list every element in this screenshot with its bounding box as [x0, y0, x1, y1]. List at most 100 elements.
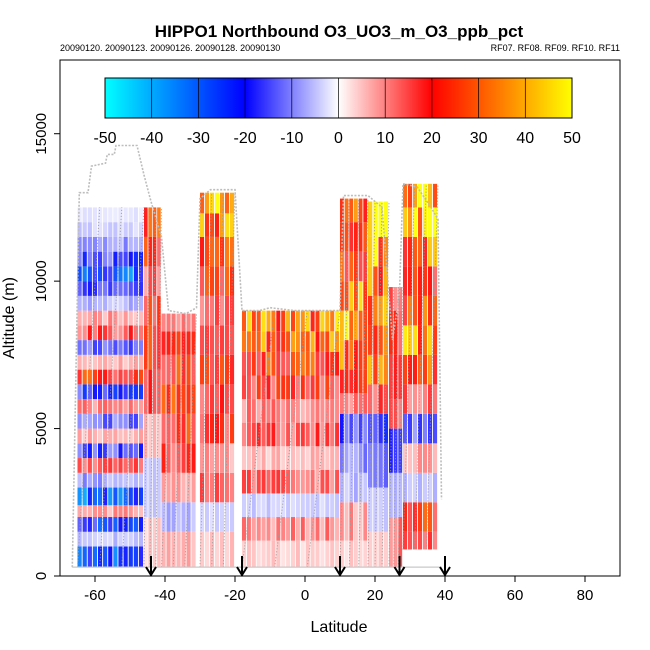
heat-cell	[128, 310, 133, 326]
heat-cell	[133, 384, 138, 400]
heat-cell	[123, 505, 128, 518]
y-tick-label: 10000	[33, 260, 50, 302]
heat-cell	[261, 351, 266, 376]
heat-cell	[186, 472, 191, 503]
heat-cell	[157, 266, 161, 296]
heat-cell	[251, 540, 256, 568]
heat-cell	[97, 222, 103, 237]
heat-cell	[325, 331, 330, 352]
heat-cell	[87, 236, 92, 252]
heat-cell	[176, 531, 181, 568]
heat-cell	[300, 310, 305, 332]
heat-cell	[123, 399, 128, 414]
heat-cell	[325, 517, 330, 541]
heat-cell	[128, 428, 133, 444]
heat-cell	[133, 354, 138, 370]
heat-cell	[200, 325, 205, 355]
heat-cell	[271, 399, 276, 423]
heat-cell	[271, 469, 276, 494]
heat-cell	[152, 295, 157, 326]
heat-cell	[166, 313, 171, 332]
heat-cell	[271, 422, 276, 447]
colorbar-tick-label: -40	[140, 130, 163, 147]
heat-cell	[305, 493, 310, 518]
heat-cell	[118, 236, 123, 252]
heat-cell	[176, 331, 181, 355]
heat-cell	[82, 222, 87, 237]
heat-cell	[423, 531, 428, 550]
heat-cell	[335, 375, 340, 400]
profile-track	[367, 201, 376, 568]
heat-cell	[242, 310, 247, 332]
arrow-head	[145, 566, 157, 577]
heat-cell	[291, 351, 296, 376]
heat-cell	[378, 443, 383, 488]
heat-cell	[413, 295, 418, 326]
y-axis: 0 5000 10000 15000	[33, 113, 60, 580]
heat-cell	[358, 198, 363, 223]
heat-cell	[133, 295, 138, 311]
heat-cell	[161, 384, 166, 414]
heat-cell	[335, 493, 340, 518]
heat-cell	[344, 393, 349, 414]
heat-cell	[108, 295, 113, 311]
heat-cell	[368, 384, 373, 414]
heat-cell	[398, 354, 403, 400]
plot-frame	[59, 59, 621, 577]
heat-cell	[295, 422, 300, 447]
heat-cell	[128, 222, 133, 237]
heat-cell	[310, 517, 315, 541]
heat-cell	[276, 375, 281, 400]
heat-cell	[181, 354, 186, 385]
heat-cell	[82, 472, 87, 488]
profile-track	[414, 183, 427, 550]
heat-cell	[256, 446, 261, 470]
heat-cell	[413, 531, 418, 550]
heat-cell	[340, 310, 344, 341]
heat-cell	[286, 351, 291, 376]
heat-cell	[266, 331, 271, 352]
heat-cell	[210, 443, 215, 473]
heat-cell	[82, 546, 87, 568]
heat-cell	[138, 222, 144, 237]
heat-cell	[148, 517, 152, 568]
heat-cell	[220, 502, 225, 532]
heat-cell	[428, 531, 433, 550]
heat-cell	[215, 295, 220, 326]
heat-cell	[408, 236, 413, 267]
heat-cell	[92, 399, 98, 414]
x-axis-label: Latitude	[311, 619, 368, 636]
heat-cell	[133, 531, 138, 547]
heat-cell	[97, 399, 103, 414]
heat-cell	[191, 413, 196, 444]
heat-cell	[113, 281, 118, 296]
heat-cell	[191, 331, 196, 355]
heat-cell	[181, 384, 186, 414]
heat-cell	[389, 428, 393, 473]
heat-cell	[171, 313, 176, 332]
heat-cell	[291, 469, 296, 494]
heat-cell	[157, 517, 161, 568]
heat-cell	[418, 183, 423, 208]
heat-cell	[113, 399, 118, 414]
heat-cell	[77, 443, 82, 459]
heat-cell	[225, 472, 230, 503]
heat-cell	[242, 517, 247, 541]
heat-cell	[403, 183, 408, 208]
heat-cell	[349, 340, 354, 370]
heat-cell	[133, 369, 138, 385]
heat-cell	[191, 313, 196, 332]
heat-cell	[210, 213, 215, 237]
heat-cell	[418, 325, 423, 355]
heat-cell	[418, 354, 423, 385]
heat-cell	[92, 443, 98, 459]
heat-cell	[133, 266, 138, 282]
profile-track	[99, 207, 123, 568]
heat-cell	[256, 399, 261, 423]
heat-cell	[200, 472, 205, 503]
heat-cell	[354, 281, 358, 311]
heat-cell	[210, 384, 215, 414]
heat-cell	[408, 443, 413, 473]
heat-cell	[108, 458, 113, 473]
heat-cell	[138, 531, 144, 547]
